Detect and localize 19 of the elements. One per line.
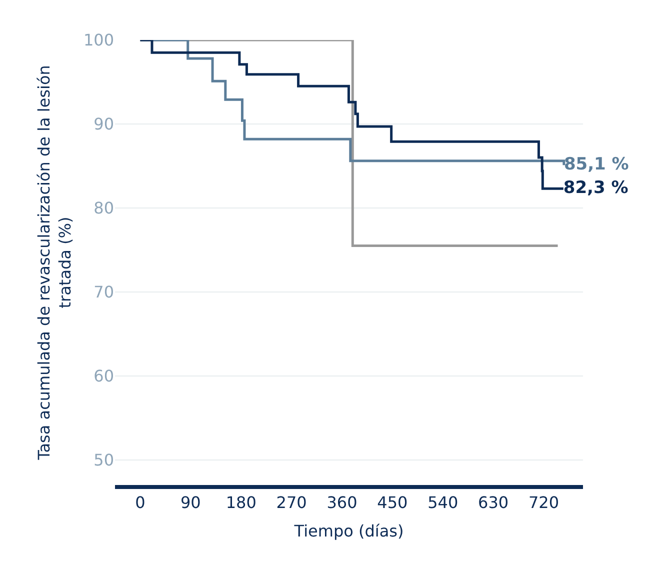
y-tick-label: 70: [94, 282, 114, 302]
x-tick-label: 630: [478, 493, 509, 512]
y-tick-label: 90: [94, 114, 114, 134]
x-tick-label: 450: [377, 493, 408, 512]
y-tick-label: 50: [94, 450, 114, 470]
y-tick-label: 100: [83, 30, 114, 50]
data-label: 85,1 %: [564, 154, 629, 174]
x-tick-label: 90: [180, 493, 201, 512]
y-axis-title: Tasa acumulada de revascularización de la lesión tratada (%): [34, 65, 74, 461]
x-axis-title: Tiempo (días): [293, 521, 404, 540]
x-tick-label: 270: [276, 493, 307, 512]
x-tick-label: 180: [226, 493, 256, 512]
x-tick-label: 360: [326, 493, 358, 512]
y-tick-label: 80: [94, 198, 114, 218]
y-tick-label: 60: [94, 366, 114, 386]
x-tick-label: 720: [528, 493, 560, 512]
x-tick-label: 540: [428, 493, 458, 512]
data-label: 82,3 %: [563, 178, 628, 198]
x-tick-label: 0: [135, 493, 146, 512]
